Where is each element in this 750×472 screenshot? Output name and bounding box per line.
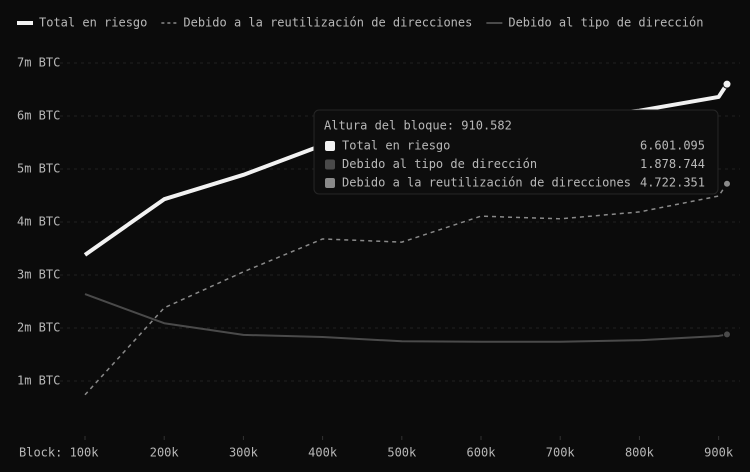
x-tick-label: 600k xyxy=(467,446,497,460)
tooltip-label: Debido a la reutilización de direcciones xyxy=(342,176,631,190)
tooltip-swatch xyxy=(325,178,335,188)
x-tick-label: 200k xyxy=(150,446,180,460)
tooltip-swatch xyxy=(325,141,335,151)
tooltip-swatch xyxy=(325,159,335,170)
legend-label: Total en riesgo xyxy=(39,16,147,30)
y-tick-label: 3m BTC xyxy=(17,268,60,282)
tooltip-label: Debido al tipo de dirección xyxy=(342,157,537,171)
tooltip-value: 6.601.095 xyxy=(640,139,705,153)
end-point xyxy=(723,179,731,188)
x-tick-label: 800k xyxy=(625,446,655,460)
series-line xyxy=(84,183,728,396)
x-tick-label: 700k xyxy=(546,446,576,460)
tooltip-box xyxy=(313,109,719,195)
tooltip: Altura del bloque: 910.582 Total en riesg… xyxy=(313,109,719,195)
y-tick-label: 6m BTC xyxy=(17,109,60,123)
x-tick-label: Block: 100k xyxy=(19,446,99,460)
x-tick-label: 400k xyxy=(308,446,338,460)
tooltip-label: Total en riesgo xyxy=(342,139,450,153)
y-tick-label: 2m BTC xyxy=(17,321,60,335)
x-tick-label: 500k xyxy=(387,446,417,460)
end-point xyxy=(723,330,731,339)
legend-label: Debido a la reutilización de direcciones xyxy=(183,16,472,30)
x-tick-label: 900k xyxy=(704,446,734,460)
x-tick-label: 300k xyxy=(229,446,259,460)
y-tick-label: 5m BTC xyxy=(17,162,60,176)
end-point xyxy=(722,79,732,89)
y-tick-label: 4m BTC xyxy=(17,215,60,229)
series-line xyxy=(84,293,728,343)
y-tick-label: 1m BTC xyxy=(17,374,60,388)
tooltip-title: Altura del bloque: 910.582 xyxy=(324,119,512,133)
y-tick-label: 7m BTC xyxy=(17,56,60,70)
tooltip-value: 4.722.351 xyxy=(640,176,705,190)
tooltip-value: 1.878.744 xyxy=(640,157,705,171)
legend-label: Debido al tipo de dirección xyxy=(508,16,703,30)
